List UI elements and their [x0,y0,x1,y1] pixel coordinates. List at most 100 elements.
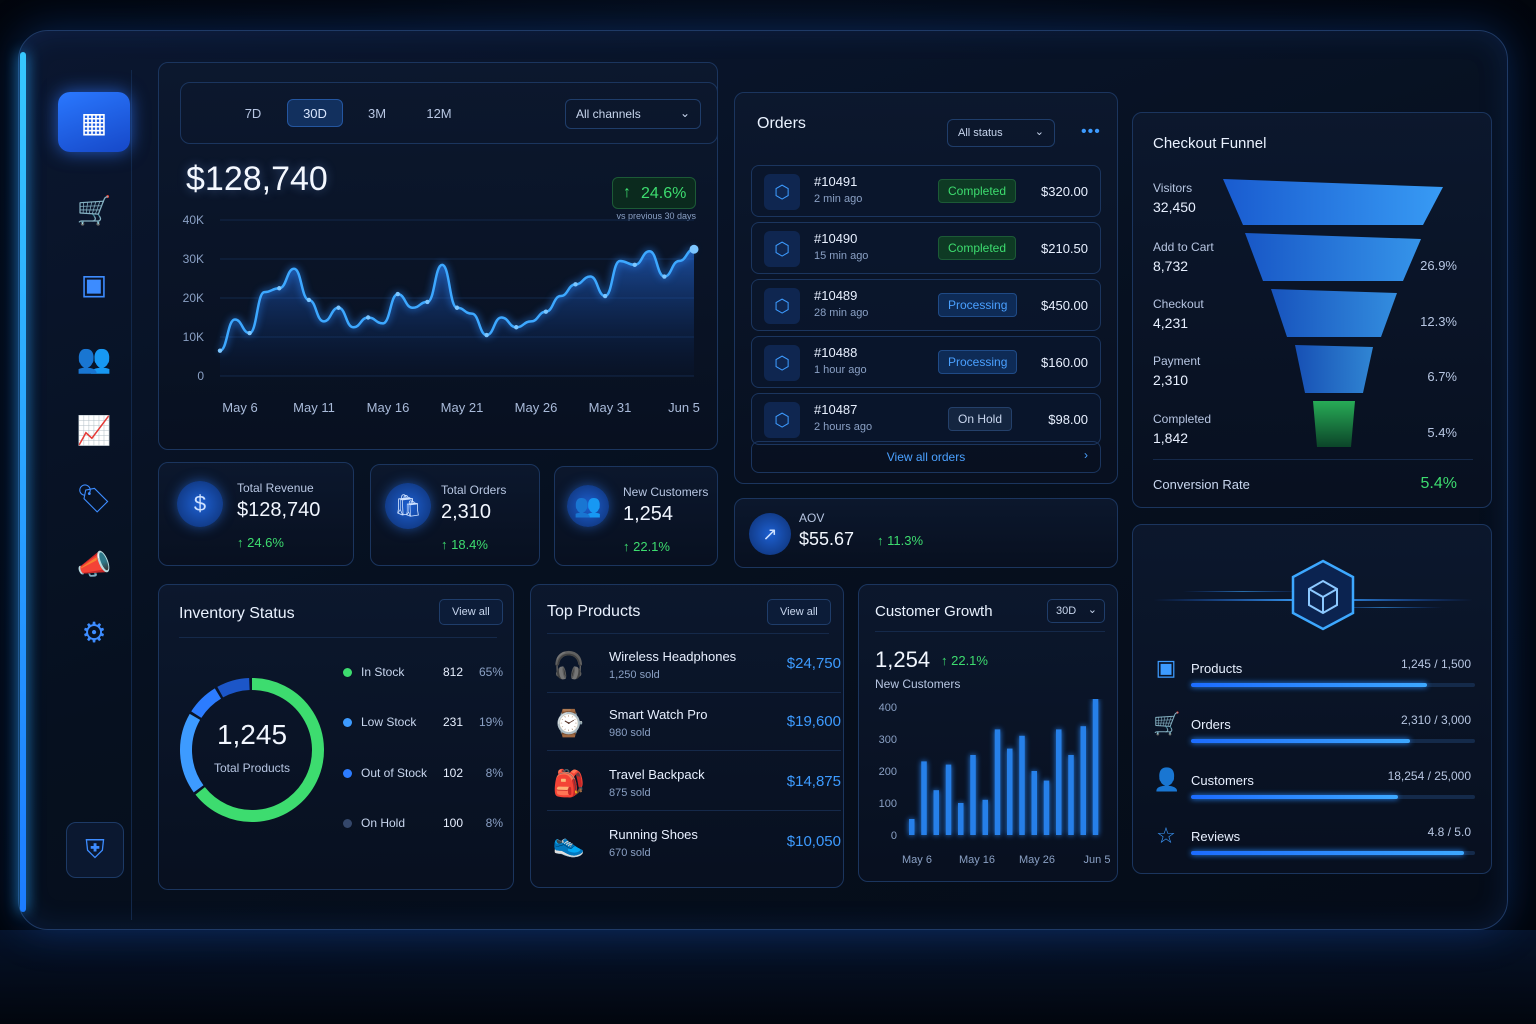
x-tick-label: May 16 [959,854,995,866]
inventory-row-label: Low Stock [361,715,417,729]
product-row[interactable]: 👟 Running Shoes 670 sold $10,050 [547,815,841,871]
sidebar-item-products[interactable]: ▣ [58,254,130,314]
donut-segment [217,678,250,698]
kpi-delta: ↑ 22.1% [623,539,670,554]
inventory-view-all-button[interactable]: View all [439,599,503,625]
revenue-point [632,262,637,268]
stat-progress-track [1191,795,1475,799]
product-row[interactable]: 🎒 Travel Backpack 875 sold $14,875 [547,755,841,811]
revenue-total: $128,740 [186,160,328,198]
x-tick-label: May 21 [441,400,484,415]
order-row[interactable]: ⬡ #10488 1 hour ago Processing $160.00 [751,336,1101,388]
revenue-delta-note: vs previous 30 days [616,211,696,221]
order-amount: $450.00 [1041,298,1088,313]
kpi-value: 2,310 [441,501,492,523]
growth-bar [1043,780,1050,835]
y-tick-label: 40K [183,213,204,227]
chevron-down-icon: ⌄ [1087,604,1097,616]
product-name: Wireless Headphones [609,649,737,664]
funnel-stage-pct: 6.7% [1427,369,1457,384]
product-row[interactable]: 🎧 Wireless Headphones 1,250 sold $24,750 [547,637,841,693]
product-row[interactable]: ⌚ Smart Watch Pro 980 sold $19,600 [547,695,841,751]
kpi-label: New Customers [623,485,709,499]
inventory-row: Low Stock 231 19% [343,715,503,729]
x-tick-label: May 31 [589,400,632,415]
revenue-point [662,274,667,279]
order-row[interactable]: ⬡ #10490 15 min ago Completed $210.50 [751,222,1101,274]
status-dot [343,769,352,779]
revenue-point [336,305,341,310]
dashboard-grid-icon: ▦ [80,106,108,138]
product-revenue: $10,050 [786,833,841,850]
more-options-icon[interactable]: ••• [1081,123,1101,140]
funnel-stage-value: 32,450 [1153,199,1196,215]
customer-growth-card: Customer Growth 30D ⌄ 1,254 ↑ 22.1% New C… [858,584,1118,882]
order-row[interactable]: ⬡ #10487 2 hours ago On Hold $98.00 [751,393,1101,445]
package-icon: ⬡ [764,402,800,438]
revenue-point [484,332,489,338]
range-3m-button[interactable]: 3M [367,105,387,121]
dollar-icon: $ [177,481,223,527]
order-amount: $160.00 [1041,355,1088,370]
customer-growth-title: Customer Growth [875,603,993,620]
revenue-point [365,315,371,320]
order-time: 1 hour ago [814,364,867,376]
growth-bar [1080,726,1087,835]
security-button[interactable]: ⛨ [66,822,124,878]
growth-bar [970,755,976,835]
inventory-row-count: 100 [443,816,464,830]
order-id: #10487 [814,402,858,417]
sidebar-item-dashboard[interactable]: ▦ [58,92,130,152]
range-7d-button[interactable]: 7D [244,105,262,121]
inventory-row-count: 102 [443,766,464,780]
inventory-total-label: Total Products [213,761,291,775]
inventory-row-pct: 19% [478,715,503,729]
user-icon: 👤 [1153,767,1181,792]
range-30d-button[interactable]: 30D [287,99,343,127]
edge-glow [20,52,26,912]
x-tick-label: Jun 5 [1084,854,1111,866]
inventory-title: Inventory Status [179,605,295,622]
revenue-chart: 0 10K 20K 30K 40K May 6 May 11 May 16 May 21 May … [183,213,700,415]
chevron-down-icon: ⌄ [679,106,690,120]
aov-delta: ↑ 11.3% [877,533,924,548]
growth-range-select[interactable]: 30D ⌄ [1047,599,1105,623]
order-row[interactable]: ⬡ #10491 2 min ago Completed $320.00 [751,165,1101,217]
revenue-point [277,286,282,291]
y-tick-label: 10K [183,330,204,344]
sidebar-item-discounts[interactable]: 🏷 [58,468,130,528]
revenue-point [543,309,549,314]
channel-select[interactable]: All channels ⌄ [565,99,701,129]
x-tick-label: May 26 [1019,854,1055,866]
kpi-card-customers: 👥 New Customers 1,254 ↑ 22.1% [554,466,718,566]
kpi-label: Total Orders [441,483,507,497]
range-12m-button[interactable]: 12M [426,105,452,121]
order-time: 2 hours ago [814,421,873,433]
sidebar-item-analytics[interactable]: 📈 [58,400,130,460]
users-icon: 👥 [567,485,609,527]
stat-progress-track [1191,683,1475,687]
growth-range-value: 30D [1056,605,1077,617]
growth-bar [945,764,952,835]
y-tick-label: 0 [891,830,897,842]
inventory-row-label: On Hold [361,816,406,830]
sidebar-item-customers[interactable]: 👥 [58,328,130,388]
revenue-point [217,348,223,353]
store-stats-card: ▣ Products 1,245 / 1,500 🛒 Orders 2,310 … [1132,524,1492,874]
channel-select-value: All channels [576,107,641,121]
chevron-right-icon: › [1084,448,1088,462]
stat-row-customers: 👤 Customers 18,254 / 25,000 [1153,767,1475,817]
sidebar-item-marketing[interactable]: 📣 [58,534,130,594]
top-products-view-all-button[interactable]: View all [767,599,831,625]
kpi-value: 1,254 [623,503,674,525]
stat-label: Products [1191,661,1243,676]
order-id: #10491 [814,174,858,189]
view-all-orders-link[interactable]: View all orders › [751,441,1101,473]
sidebar-item-settings[interactable]: ⚙ [58,602,130,662]
orders-status-filter[interactable]: All status ⌄ [947,119,1055,147]
sidebar-item-orders[interactable]: 🛒 [58,180,130,240]
orders-title: Orders [757,115,806,132]
funnel-stage-label: Completed [1153,412,1212,426]
order-row[interactable]: ⬡ #10489 28 min ago Processing $450.00 [751,279,1101,331]
growth-label: New Customers [875,677,961,691]
